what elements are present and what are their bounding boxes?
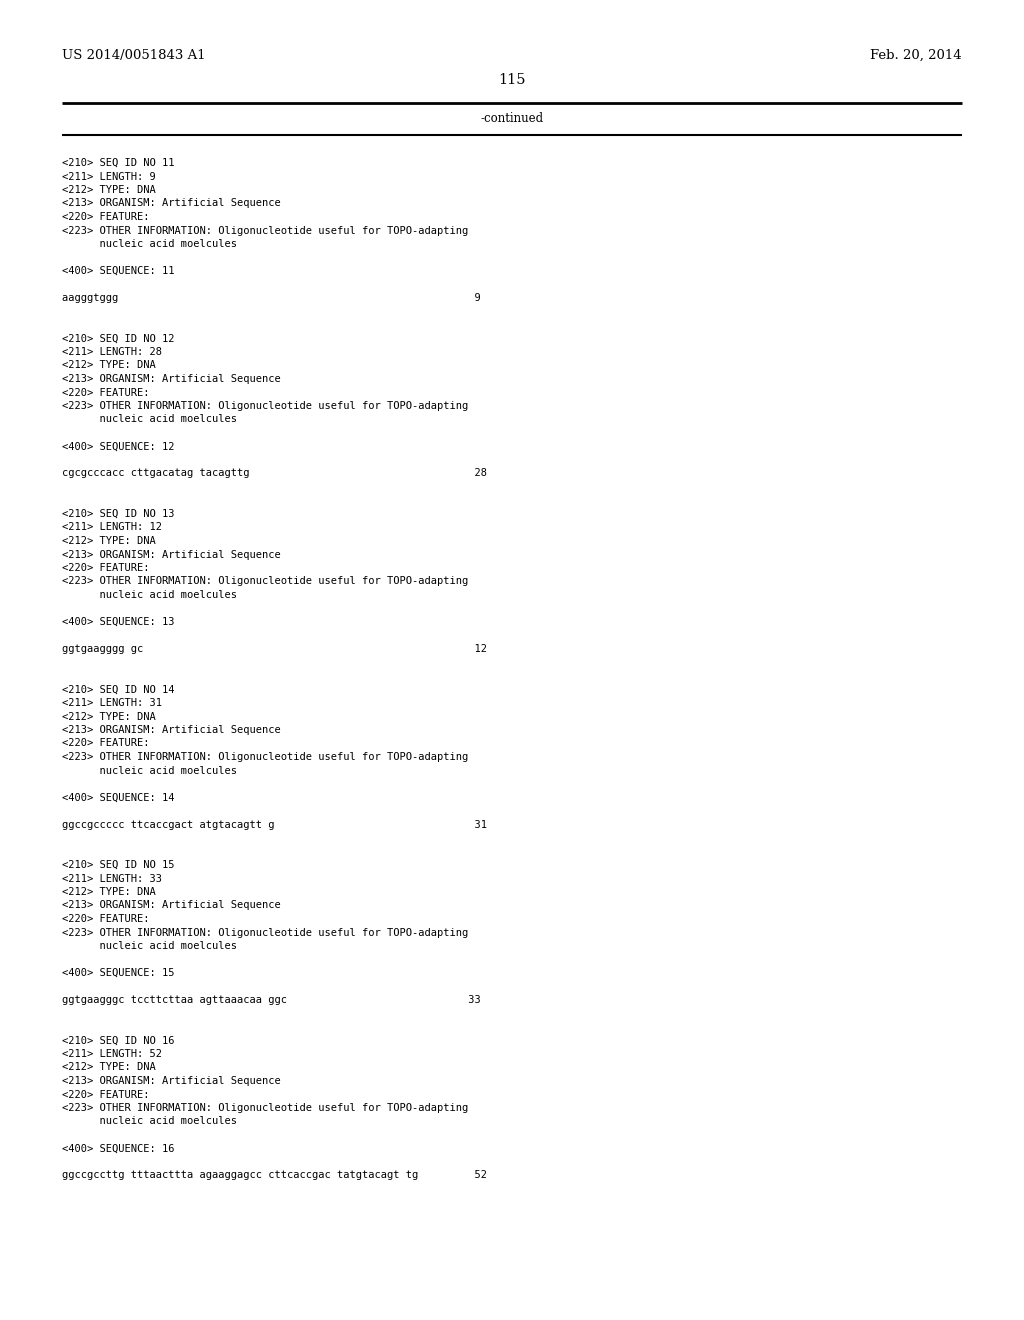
- Text: <213> ORGANISM: Artificial Sequence: <213> ORGANISM: Artificial Sequence: [62, 1076, 281, 1086]
- Text: <210> SEQ ID NO 16: <210> SEQ ID NO 16: [62, 1035, 174, 1045]
- Text: <211> LENGTH: 12: <211> LENGTH: 12: [62, 523, 162, 532]
- Text: nucleic acid moelcules: nucleic acid moelcules: [62, 1117, 237, 1126]
- Text: <212> TYPE: DNA: <212> TYPE: DNA: [62, 1063, 156, 1072]
- Text: <212> TYPE: DNA: <212> TYPE: DNA: [62, 536, 156, 546]
- Text: <223> OTHER INFORMATION: Oligonucleotide useful for TOPO-adapting: <223> OTHER INFORMATION: Oligonucleotide…: [62, 577, 468, 586]
- Text: US 2014/0051843 A1: US 2014/0051843 A1: [62, 49, 206, 62]
- Text: <212> TYPE: DNA: <212> TYPE: DNA: [62, 711, 156, 722]
- Text: ggtgaagggc tccttcttaa agttaaacaa ggc                             33: ggtgaagggc tccttcttaa agttaaacaa ggc 33: [62, 995, 480, 1005]
- Text: nucleic acid moelcules: nucleic acid moelcules: [62, 239, 237, 249]
- Text: nucleic acid moelcules: nucleic acid moelcules: [62, 766, 237, 776]
- Text: <211> LENGTH: 9: <211> LENGTH: 9: [62, 172, 156, 181]
- Text: <212> TYPE: DNA: <212> TYPE: DNA: [62, 887, 156, 898]
- Text: <400> SEQUENCE: 15: <400> SEQUENCE: 15: [62, 968, 174, 978]
- Text: <213> ORGANISM: Artificial Sequence: <213> ORGANISM: Artificial Sequence: [62, 198, 281, 209]
- Text: <223> OTHER INFORMATION: Oligonucleotide useful for TOPO-adapting: <223> OTHER INFORMATION: Oligonucleotide…: [62, 401, 468, 411]
- Text: <220> FEATURE:: <220> FEATURE:: [62, 1089, 150, 1100]
- Text: <220> FEATURE:: <220> FEATURE:: [62, 738, 150, 748]
- Text: <212> TYPE: DNA: <212> TYPE: DNA: [62, 185, 156, 195]
- Text: <223> OTHER INFORMATION: Oligonucleotide useful for TOPO-adapting: <223> OTHER INFORMATION: Oligonucleotide…: [62, 226, 468, 235]
- Text: -continued: -continued: [480, 111, 544, 124]
- Text: <220> FEATURE:: <220> FEATURE:: [62, 213, 150, 222]
- Text: <211> LENGTH: 31: <211> LENGTH: 31: [62, 698, 162, 708]
- Text: <400> SEQUENCE: 16: <400> SEQUENCE: 16: [62, 1143, 174, 1154]
- Text: ggccgccccc ttcaccgact atgtacagtt g                                31: ggccgccccc ttcaccgact atgtacagtt g 31: [62, 820, 487, 829]
- Text: nucleic acid moelcules: nucleic acid moelcules: [62, 941, 237, 950]
- Text: nucleic acid moelcules: nucleic acid moelcules: [62, 590, 237, 601]
- Text: <400> SEQUENCE: 11: <400> SEQUENCE: 11: [62, 267, 174, 276]
- Text: nucleic acid moelcules: nucleic acid moelcules: [62, 414, 237, 425]
- Text: Feb. 20, 2014: Feb. 20, 2014: [870, 49, 962, 62]
- Text: <223> OTHER INFORMATION: Oligonucleotide useful for TOPO-adapting: <223> OTHER INFORMATION: Oligonucleotide…: [62, 1104, 468, 1113]
- Text: <223> OTHER INFORMATION: Oligonucleotide useful for TOPO-adapting: <223> OTHER INFORMATION: Oligonucleotide…: [62, 752, 468, 762]
- Text: <213> ORGANISM: Artificial Sequence: <213> ORGANISM: Artificial Sequence: [62, 374, 281, 384]
- Text: <213> ORGANISM: Artificial Sequence: <213> ORGANISM: Artificial Sequence: [62, 725, 281, 735]
- Text: <212> TYPE: DNA: <212> TYPE: DNA: [62, 360, 156, 371]
- Text: <220> FEATURE:: <220> FEATURE:: [62, 388, 150, 397]
- Text: <210> SEQ ID NO 15: <210> SEQ ID NO 15: [62, 861, 174, 870]
- Text: <210> SEQ ID NO 13: <210> SEQ ID NO 13: [62, 510, 174, 519]
- Text: <400> SEQUENCE: 14: <400> SEQUENCE: 14: [62, 792, 174, 803]
- Text: <223> OTHER INFORMATION: Oligonucleotide useful for TOPO-adapting: <223> OTHER INFORMATION: Oligonucleotide…: [62, 928, 468, 937]
- Text: <213> ORGANISM: Artificial Sequence: <213> ORGANISM: Artificial Sequence: [62, 549, 281, 560]
- Text: cgcgcccacc cttgacatag tacagttg                                    28: cgcgcccacc cttgacatag tacagttg 28: [62, 469, 487, 479]
- Text: aagggtggg                                                         9: aagggtggg 9: [62, 293, 480, 304]
- Text: 115: 115: [499, 73, 525, 87]
- Text: <211> LENGTH: 33: <211> LENGTH: 33: [62, 874, 162, 883]
- Text: <210> SEQ ID NO 12: <210> SEQ ID NO 12: [62, 334, 174, 343]
- Text: <220> FEATURE:: <220> FEATURE:: [62, 913, 150, 924]
- Text: <213> ORGANISM: Artificial Sequence: <213> ORGANISM: Artificial Sequence: [62, 900, 281, 911]
- Text: <211> LENGTH: 52: <211> LENGTH: 52: [62, 1049, 162, 1059]
- Text: <220> FEATURE:: <220> FEATURE:: [62, 564, 150, 573]
- Text: <400> SEQUENCE: 12: <400> SEQUENCE: 12: [62, 441, 174, 451]
- Text: <211> LENGTH: 28: <211> LENGTH: 28: [62, 347, 162, 356]
- Text: ggtgaagggg gc                                                     12: ggtgaagggg gc 12: [62, 644, 487, 653]
- Text: <210> SEQ ID NO 14: <210> SEQ ID NO 14: [62, 685, 174, 694]
- Text: <210> SEQ ID NO 11: <210> SEQ ID NO 11: [62, 158, 174, 168]
- Text: ggccgccttg tttaacttta agaaggagcc cttcaccgac tatgtacagt tg         52: ggccgccttg tttaacttta agaaggagcc cttcacc…: [62, 1171, 487, 1180]
- Text: <400> SEQUENCE: 13: <400> SEQUENCE: 13: [62, 616, 174, 627]
